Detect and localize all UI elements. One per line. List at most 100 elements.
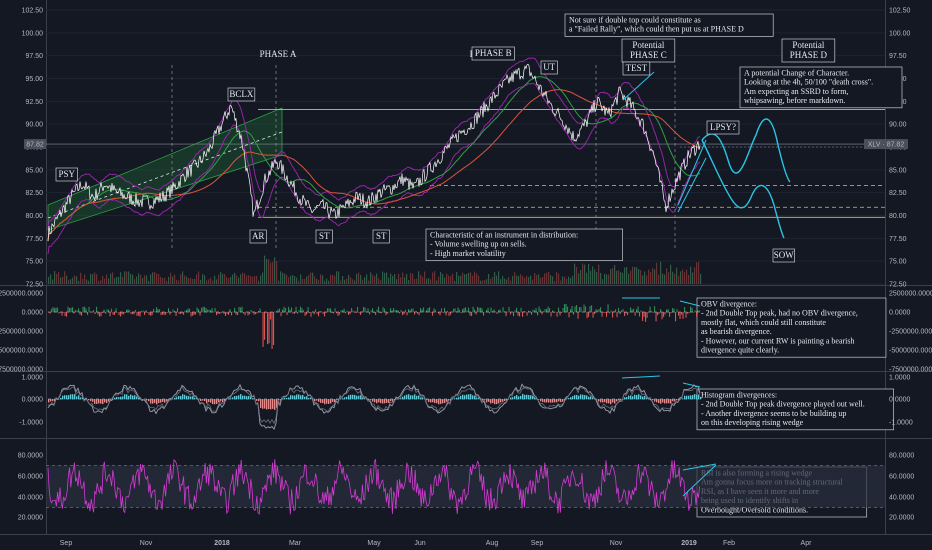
volume-bar bbox=[334, 275, 336, 284]
volume-bar bbox=[74, 275, 76, 284]
obv-bar bbox=[546, 308, 548, 313]
volume-bar bbox=[206, 280, 208, 284]
obv-bar bbox=[313, 312, 315, 315]
hist-bar bbox=[124, 394, 126, 400]
hist-tick-left-0: 1.0000 bbox=[22, 375, 44, 382]
volume-bar bbox=[372, 274, 374, 284]
volume-bar bbox=[342, 275, 344, 284]
obv-bar bbox=[493, 309, 495, 313]
obv-bar bbox=[186, 309, 188, 313]
hist-bar bbox=[290, 395, 292, 400]
obv-bar bbox=[276, 311, 278, 313]
volume-bar bbox=[596, 271, 598, 284]
bclx-box bbox=[227, 87, 256, 102]
hist-bar bbox=[522, 393, 524, 400]
obv-bar bbox=[103, 309, 105, 313]
obv-bar bbox=[87, 312, 89, 315]
hist-bar bbox=[586, 395, 588, 400]
hist-divergence-line-2 bbox=[682, 382, 701, 388]
hist-bar bbox=[328, 399, 330, 404]
obv-bar bbox=[432, 312, 434, 316]
hist-bar bbox=[454, 398, 456, 400]
obv-bar bbox=[433, 308, 435, 313]
note-distribution-line-2: - High market volatility bbox=[430, 249, 506, 258]
obv-bar bbox=[643, 312, 645, 317]
obv-bar bbox=[187, 308, 189, 313]
hist-bar bbox=[320, 399, 322, 403]
obv-bar bbox=[49, 312, 51, 314]
volume-bar bbox=[498, 271, 500, 284]
obv-bar bbox=[330, 308, 332, 313]
obv-bar bbox=[85, 308, 87, 313]
obv-bar bbox=[615, 309, 617, 313]
obv-bar bbox=[457, 307, 459, 313]
obv-tick-left-4: -7500000.0000 bbox=[0, 367, 43, 374]
hist-bar bbox=[178, 395, 180, 400]
volume-bar bbox=[66, 275, 68, 284]
obv-bar bbox=[247, 312, 249, 316]
obv-bar bbox=[255, 312, 257, 315]
volume-bar bbox=[640, 270, 642, 284]
obv-bar bbox=[414, 312, 416, 315]
obv-bar bbox=[559, 312, 561, 316]
volume-bar bbox=[170, 272, 172, 284]
obv-bar bbox=[291, 307, 293, 313]
obv-bar bbox=[562, 308, 564, 313]
obv-bar bbox=[601, 312, 603, 317]
obv-bar bbox=[328, 308, 330, 313]
volume-bar bbox=[548, 271, 550, 284]
obv-bar bbox=[262, 312, 264, 347]
obv-bar bbox=[363, 306, 365, 313]
obv-bar bbox=[274, 311, 276, 313]
hist-line-2 bbox=[47, 385, 701, 425]
obv-bar bbox=[93, 310, 95, 313]
volume-bar bbox=[68, 279, 70, 284]
obv-bar bbox=[690, 306, 692, 313]
volume-bar bbox=[408, 280, 410, 284]
obv-bar bbox=[259, 308, 261, 313]
volume-bar bbox=[202, 274, 204, 284]
volume-bar bbox=[386, 272, 388, 284]
obv-bar bbox=[307, 307, 309, 313]
ut-line-0: UT bbox=[543, 62, 555, 72]
hist-bar bbox=[634, 394, 636, 400]
volume-bar bbox=[524, 277, 526, 284]
hist-bar bbox=[344, 397, 346, 400]
hist-bar bbox=[644, 395, 646, 400]
volume-bar bbox=[56, 273, 58, 284]
obv-bar bbox=[471, 312, 473, 317]
obv-bar bbox=[126, 309, 128, 313]
obv-bar bbox=[112, 312, 114, 315]
hist-bar bbox=[582, 394, 584, 400]
hist-bar bbox=[632, 396, 634, 400]
volume-bar bbox=[700, 273, 702, 284]
hist-bar bbox=[398, 398, 400, 400]
obv-bar bbox=[268, 312, 270, 344]
hist-bar bbox=[484, 399, 486, 401]
hist-bar bbox=[122, 396, 124, 400]
obv-bar bbox=[624, 312, 626, 317]
obv-bar bbox=[421, 309, 423, 313]
ut-box bbox=[540, 60, 558, 75]
hist-bar bbox=[440, 399, 442, 404]
obv-bar bbox=[492, 311, 494, 313]
volume-bar bbox=[670, 264, 672, 284]
obv-bar bbox=[364, 307, 366, 313]
phase-c-line-0: Potential bbox=[632, 40, 664, 50]
hist-bar bbox=[90, 399, 92, 402]
obv-bar bbox=[204, 306, 206, 313]
obv-bar bbox=[298, 310, 300, 313]
volume-bar bbox=[674, 273, 676, 284]
price-tick-right-12: 72.50 bbox=[889, 282, 907, 289]
volume-bar bbox=[250, 275, 252, 284]
sow-line-0: SOW bbox=[774, 250, 795, 260]
obv-bar bbox=[616, 312, 618, 318]
volume-bar bbox=[70, 279, 72, 284]
hist-bar bbox=[600, 399, 602, 403]
obv-bar bbox=[210, 310, 212, 313]
hist-bar bbox=[88, 399, 90, 401]
volume-bar bbox=[572, 275, 574, 284]
volume-bar bbox=[308, 274, 310, 284]
